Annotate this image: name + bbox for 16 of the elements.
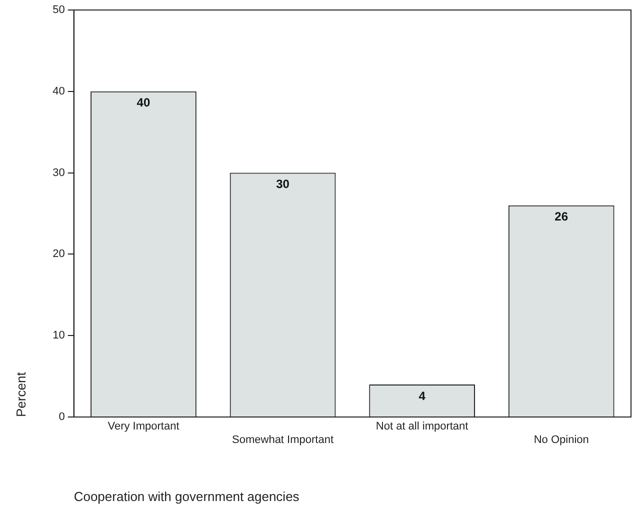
y-tick-label: 20	[52, 248, 65, 260]
y-axis-title: Percent	[13, 372, 28, 417]
x-axis-title: Cooperation with government agencies	[74, 488, 300, 504]
data-label: 26	[554, 210, 568, 224]
data-label: 30	[276, 177, 290, 192]
x-tick-label: No Opinion	[534, 434, 589, 446]
data-label: 4	[418, 388, 426, 403]
x-tick-label: Somewhat Important	[232, 434, 334, 446]
y-tick-label: 40	[52, 85, 65, 98]
y-tick-label: 30	[52, 166, 65, 179]
y-tick-label: 10	[52, 330, 65, 342]
y-tick-label: 0	[58, 411, 65, 424]
data-label: 40	[136, 96, 150, 110]
x-tick-label: Very Important	[108, 420, 180, 433]
y-tick-label: 50	[52, 4, 65, 16]
x-tick-label: Not at all important	[376, 420, 468, 433]
